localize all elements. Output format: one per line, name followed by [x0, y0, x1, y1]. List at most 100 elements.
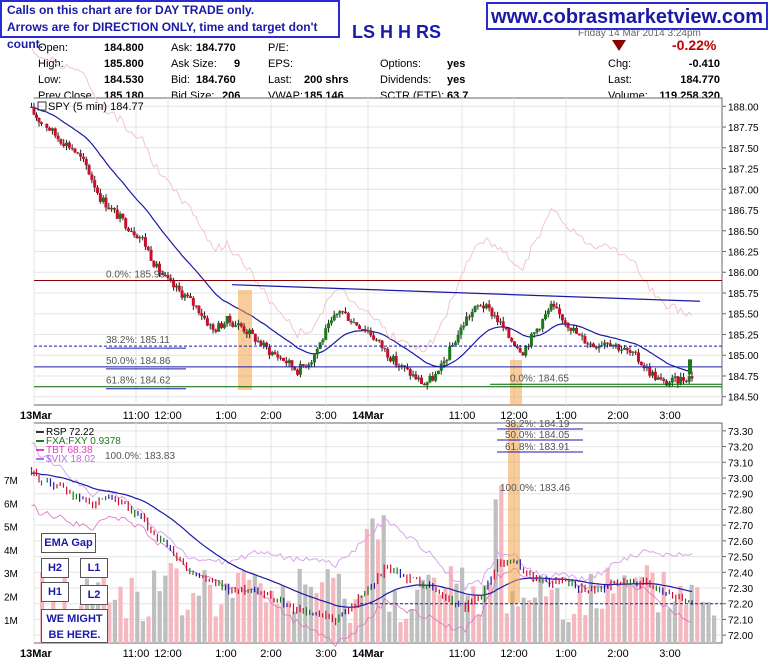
lower-chart-ytick-label: 73.30	[728, 427, 753, 438]
volume-bar	[521, 597, 526, 643]
volume-bar	[146, 616, 151, 643]
upper-candle-body	[414, 374, 418, 380]
upper-candle-body	[543, 314, 547, 320]
upper-candle-body	[163, 274, 167, 276]
ask-size-label: Ask Size:	[171, 58, 217, 70]
upper-candle-body	[121, 213, 125, 219]
volume-bar	[448, 566, 453, 643]
lower-ema-line	[31, 472, 693, 608]
upper-candle-body	[293, 366, 297, 370]
upper-candle-body	[149, 249, 153, 261]
upper-fib-label: 38.2%: 185.11	[106, 335, 170, 346]
upper-candle-body	[37, 117, 41, 123]
ask-value: 184.770	[196, 42, 236, 54]
volume-bar	[639, 576, 644, 643]
volume-bar	[292, 611, 297, 643]
ema-gap-label: EMA Gap	[41, 533, 96, 553]
volume-bar	[112, 599, 117, 643]
volume-bar	[353, 599, 358, 643]
upper-candle-body	[372, 335, 376, 340]
upper-chart-ytick-label: 188.00	[728, 102, 759, 113]
upper-candle-body	[107, 207, 111, 210]
upper-candle-body	[631, 351, 635, 353]
volume-bar	[213, 616, 218, 643]
ask-label: Ask:	[171, 42, 193, 54]
upper-chart-xtick-label: 12:00	[500, 410, 528, 422]
volume-bar	[656, 612, 661, 643]
lower-fib-label: 38.2%: 184.19	[505, 419, 570, 430]
upper-candle-body	[231, 322, 235, 327]
upper-candle-body	[377, 339, 381, 341]
upper-candle-body	[338, 311, 342, 314]
upper-candle-body	[211, 324, 215, 330]
volume-bar	[348, 622, 353, 643]
lower-chart-ytick-label: 72.50	[728, 553, 753, 564]
upper-candle-body	[256, 340, 260, 342]
upper-candle-body	[358, 325, 362, 330]
volume-bar	[269, 590, 274, 643]
volume-bar	[196, 595, 201, 643]
upper-candle-body	[603, 342, 607, 346]
volume-bar	[706, 602, 711, 643]
volume-bar	[325, 569, 330, 643]
upper-candle-body	[242, 326, 246, 332]
upper-candle-body	[504, 327, 508, 329]
upper-candle-body	[682, 377, 686, 381]
upper-candle-body	[687, 376, 691, 382]
lower-legend-label: RSP 72.22	[46, 427, 95, 438]
volume-bar	[342, 598, 347, 643]
volume-bar	[650, 572, 655, 643]
upper-chart-ytick-label: 187.25	[728, 165, 759, 176]
upper-candle-body	[572, 327, 576, 331]
upper-candle-body	[56, 135, 60, 140]
volume-bar	[712, 615, 717, 643]
last-price-value: 184.770	[680, 74, 720, 86]
upper-candle-body	[476, 305, 480, 307]
upper-candle-body	[290, 360, 294, 367]
lower-chart-ytick-label: 72.90	[728, 490, 753, 501]
upper-fib-label: 50.0%: 184.86	[106, 356, 171, 367]
upper-chart-xtick-label: 2:00	[607, 410, 628, 422]
upper-candle-body	[169, 278, 173, 281]
upper-candle-body	[442, 361, 446, 364]
upper-chart-xtick-label: 12:00	[154, 410, 182, 422]
volume-bar	[549, 589, 554, 643]
volume-bar	[661, 571, 666, 643]
bid-value: 184.760	[196, 74, 236, 86]
volume-bar	[219, 604, 224, 643]
upper-chart-xtick-label: 1:00	[215, 410, 236, 422]
upper-candle-body	[374, 339, 378, 341]
volume-tick-label: 1M	[4, 616, 18, 627]
upper-candle-body	[620, 349, 624, 351]
upper-candle-body	[425, 382, 429, 386]
volume-bar	[404, 618, 409, 643]
upper-candle-body	[315, 348, 319, 355]
volume-bar	[700, 601, 705, 643]
open-value: 184.800	[104, 42, 144, 54]
upper-candle-body	[248, 329, 252, 335]
site-url[interactable]: www.cobrasmarketview.com	[486, 2, 768, 30]
upper-candle-body	[166, 274, 170, 279]
upper-candle-body	[180, 290, 184, 298]
volume-bar	[555, 587, 560, 643]
low-label: Low:	[38, 74, 62, 86]
upper-fib-label: 0.0%: 184.65	[510, 373, 569, 384]
upper-chart-ytick-label: 186.25	[728, 248, 759, 259]
upper-candle-body	[101, 197, 105, 202]
upper-candle-body	[670, 377, 674, 383]
upper-chart-xtick-label: 11:00	[449, 410, 476, 422]
upper-chart-xtick-label: 3:00	[659, 410, 680, 422]
ticker-title: LS H H RS	[352, 22, 442, 42]
upper-chart-ytick-label: 187.00	[728, 185, 759, 196]
volume-bar	[432, 577, 437, 643]
upper-candle-body	[653, 371, 657, 380]
h2-label: H2	[41, 558, 69, 578]
upper-candle-body	[352, 322, 356, 324]
upper-candle-body	[527, 346, 531, 348]
upper-candle-body	[436, 370, 440, 375]
upper-candle-body	[549, 303, 553, 311]
upper-candle-body	[273, 352, 277, 355]
upper-candle-body	[245, 331, 249, 335]
upper-candle-body	[490, 308, 494, 317]
upper-chart-ytick-label: 185.25	[728, 330, 759, 341]
